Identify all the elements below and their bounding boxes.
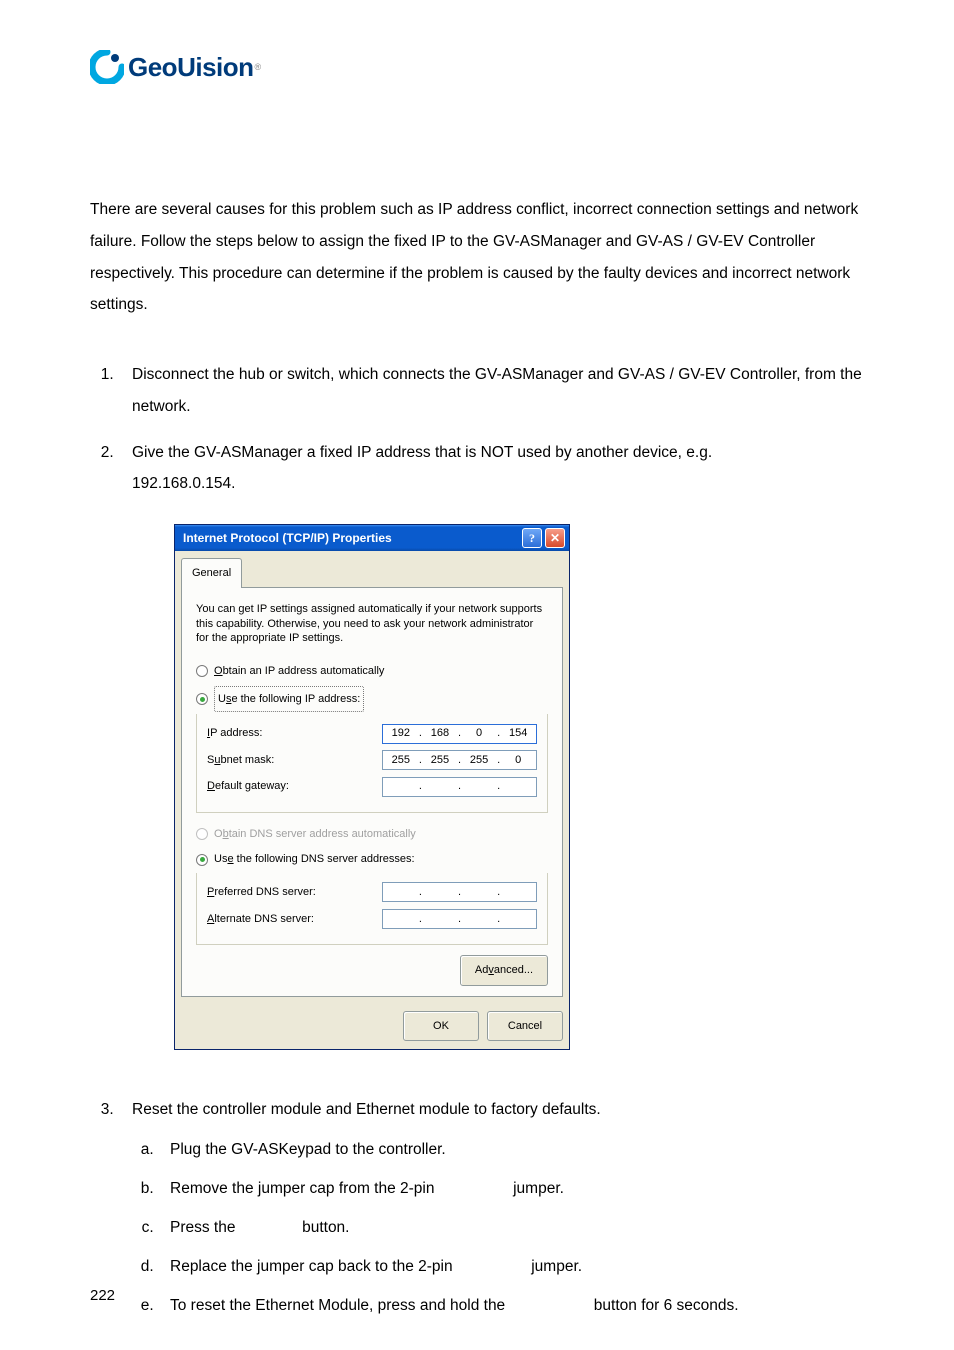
radio-disabled-icon	[196, 828, 208, 840]
tcpip-properties-dialog: Internet Protocol (TCP/IP) Properties ? …	[174, 524, 570, 1050]
radio-use-dns[interactable]: Use the following DNS server addresses:	[196, 848, 548, 871]
default-gateway-input[interactable]: ...	[382, 777, 537, 797]
substep-a: Plug the GV-ASKeypad to the controller.	[158, 1134, 864, 1165]
step-3-text: Reset the controller module and Ethernet…	[132, 1101, 601, 1118]
ok-button[interactable]: OK	[403, 1011, 479, 1042]
cancel-button[interactable]: Cancel	[487, 1011, 563, 1042]
logo: GeoUision®	[90, 50, 864, 84]
close-button[interactable]: ✕	[545, 528, 565, 548]
substep-e: To reset the Ethernet Module, press and …	[158, 1290, 864, 1321]
help-button[interactable]: ?	[522, 528, 542, 548]
step-2-ip: 192.168.0.154.	[132, 475, 235, 492]
label-ip-address: IP address:	[207, 722, 262, 745]
step-2: Give the GV-ASManager a fixed IP address…	[118, 437, 864, 1051]
label-alternate-dns: Alternate DNS server:	[207, 908, 314, 931]
substep-c: Press the button.	[158, 1212, 864, 1243]
radio-checked-icon	[196, 854, 208, 866]
dialog-titlebar: Internet Protocol (TCP/IP) Properties ? …	[175, 525, 569, 551]
dialog-description: You can get IP settings assigned automat…	[196, 602, 548, 647]
sub-steps-list: Plug the GV-ASKeypad to the controller. …	[132, 1134, 864, 1321]
page-number: 222	[90, 1287, 115, 1304]
preferred-dns-input[interactable]: ...	[382, 882, 537, 902]
step-2-text: Give the GV-ASManager a fixed IP address…	[132, 444, 712, 461]
radio-use-ip-label: Use the following IP address:	[214, 686, 364, 713]
ip-address-input[interactable]: 192.168.0.154	[382, 724, 537, 744]
radio-obtain-dns-label: Obtain DNS server address automatically	[214, 823, 416, 846]
advanced-button[interactable]: Advanced...	[460, 955, 548, 986]
substep-b: Remove the jumper cap from the 2-pin jum…	[158, 1173, 864, 1204]
radio-obtain-ip[interactable]: Obtain an IP address automatically	[196, 660, 548, 683]
radio-use-dns-label: Use the following DNS server addresses:	[214, 848, 415, 871]
logo-mark-icon	[90, 50, 124, 84]
radio-obtain-dns: Obtain DNS server address automatically	[196, 823, 548, 846]
subnet-mask-input[interactable]: 255.255.255.0	[382, 750, 537, 770]
label-subnet-mask: Subnet mask:	[207, 749, 274, 772]
dialog-title: Internet Protocol (TCP/IP) Properties	[183, 526, 392, 551]
logo-text: GeoUision	[128, 52, 254, 83]
radio-checked-icon	[196, 693, 208, 705]
trademark-icon: ®	[255, 62, 262, 72]
main-steps-list: Disconnect the hub or switch, which conn…	[90, 359, 864, 1321]
radio-use-ip[interactable]: Use the following IP address:	[196, 686, 548, 713]
step-1: Disconnect the hub or switch, which conn…	[118, 359, 864, 423]
label-preferred-dns: Preferred DNS server:	[207, 881, 316, 904]
alternate-dns-input[interactable]: ...	[382, 909, 537, 929]
substep-d: Replace the jumper cap back to the 2-pin…	[158, 1251, 864, 1282]
step-3: Reset the controller module and Ethernet…	[118, 1094, 864, 1321]
radio-icon	[196, 665, 208, 677]
tab-general[interactable]: General	[181, 558, 242, 588]
intro-paragraph: There are several causes for this proble…	[90, 194, 864, 321]
label-default-gateway: Default gateway:	[207, 775, 289, 798]
radio-obtain-ip-label: Obtain an IP address automatically	[214, 660, 384, 683]
